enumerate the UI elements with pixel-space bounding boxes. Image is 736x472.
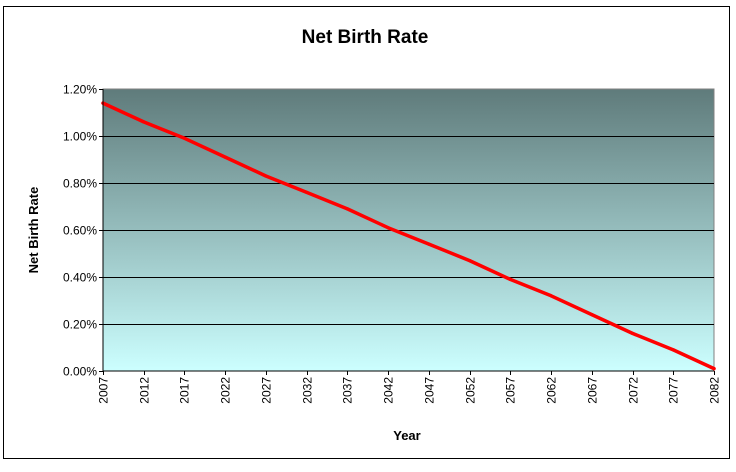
y-tick-label: 0.40% (63, 271, 97, 285)
data-point (264, 174, 268, 178)
x-tick-label: 2062 (545, 377, 559, 404)
data-point (305, 190, 309, 194)
data-point (630, 331, 635, 335)
data-point (508, 277, 512, 281)
y-axis-ticks: 0.00% 0.20% 0.40% 0.60% 0.80% 1.00% 1.20% (63, 83, 103, 379)
y-tick-label: 0.60% (63, 224, 97, 238)
data-point (549, 294, 553, 298)
x-tick-label: 2057 (504, 377, 518, 404)
x-axis-ticks: 2007 2012 2017 2022 2027 2032 2037 2042 2047 2052… (97, 371, 722, 404)
x-tick-label: 2072 (627, 377, 641, 404)
chart-title: Net Birth Rate (302, 27, 429, 48)
x-tick-label: 2012 (138, 377, 152, 404)
data-point (386, 226, 390, 230)
y-tick-label: 0.20% (63, 318, 97, 332)
data-point (712, 367, 716, 371)
y-tick-label: 0.80% (63, 177, 97, 191)
x-tick-label: 2007 (97, 377, 111, 404)
y-tick-label: 1.20% (63, 83, 97, 97)
x-tick-label: 2067 (586, 377, 600, 404)
series-line (101, 101, 716, 371)
x-tick-label: 2032 (301, 377, 315, 404)
data-point (671, 348, 675, 352)
x-axis-label: Year (393, 428, 420, 443)
x-tick-label: 2017 (178, 377, 192, 404)
y-tick-label: 1.00% (63, 130, 97, 144)
x-tick-label: 2022 (219, 377, 233, 404)
x-tick-label: 2037 (341, 377, 355, 404)
data-point (142, 120, 146, 124)
x-tick-label: 2047 (423, 377, 437, 404)
gridlines (103, 136, 714, 325)
data-point (345, 207, 349, 211)
y-tick-label: 0.00% (63, 365, 97, 379)
data-point (427, 242, 431, 246)
data-point (182, 136, 187, 140)
x-tick-label: 2077 (667, 377, 681, 404)
data-point (590, 313, 594, 317)
x-tick-label: 2082 (708, 377, 722, 404)
data-point (223, 155, 227, 159)
x-tick-label: 2042 (382, 377, 396, 404)
y-axis-label: Net Birth Rate (26, 187, 41, 274)
data-point (468, 259, 472, 263)
x-tick-label: 2027 (260, 377, 274, 404)
x-tick-label: 2052 (464, 377, 478, 404)
